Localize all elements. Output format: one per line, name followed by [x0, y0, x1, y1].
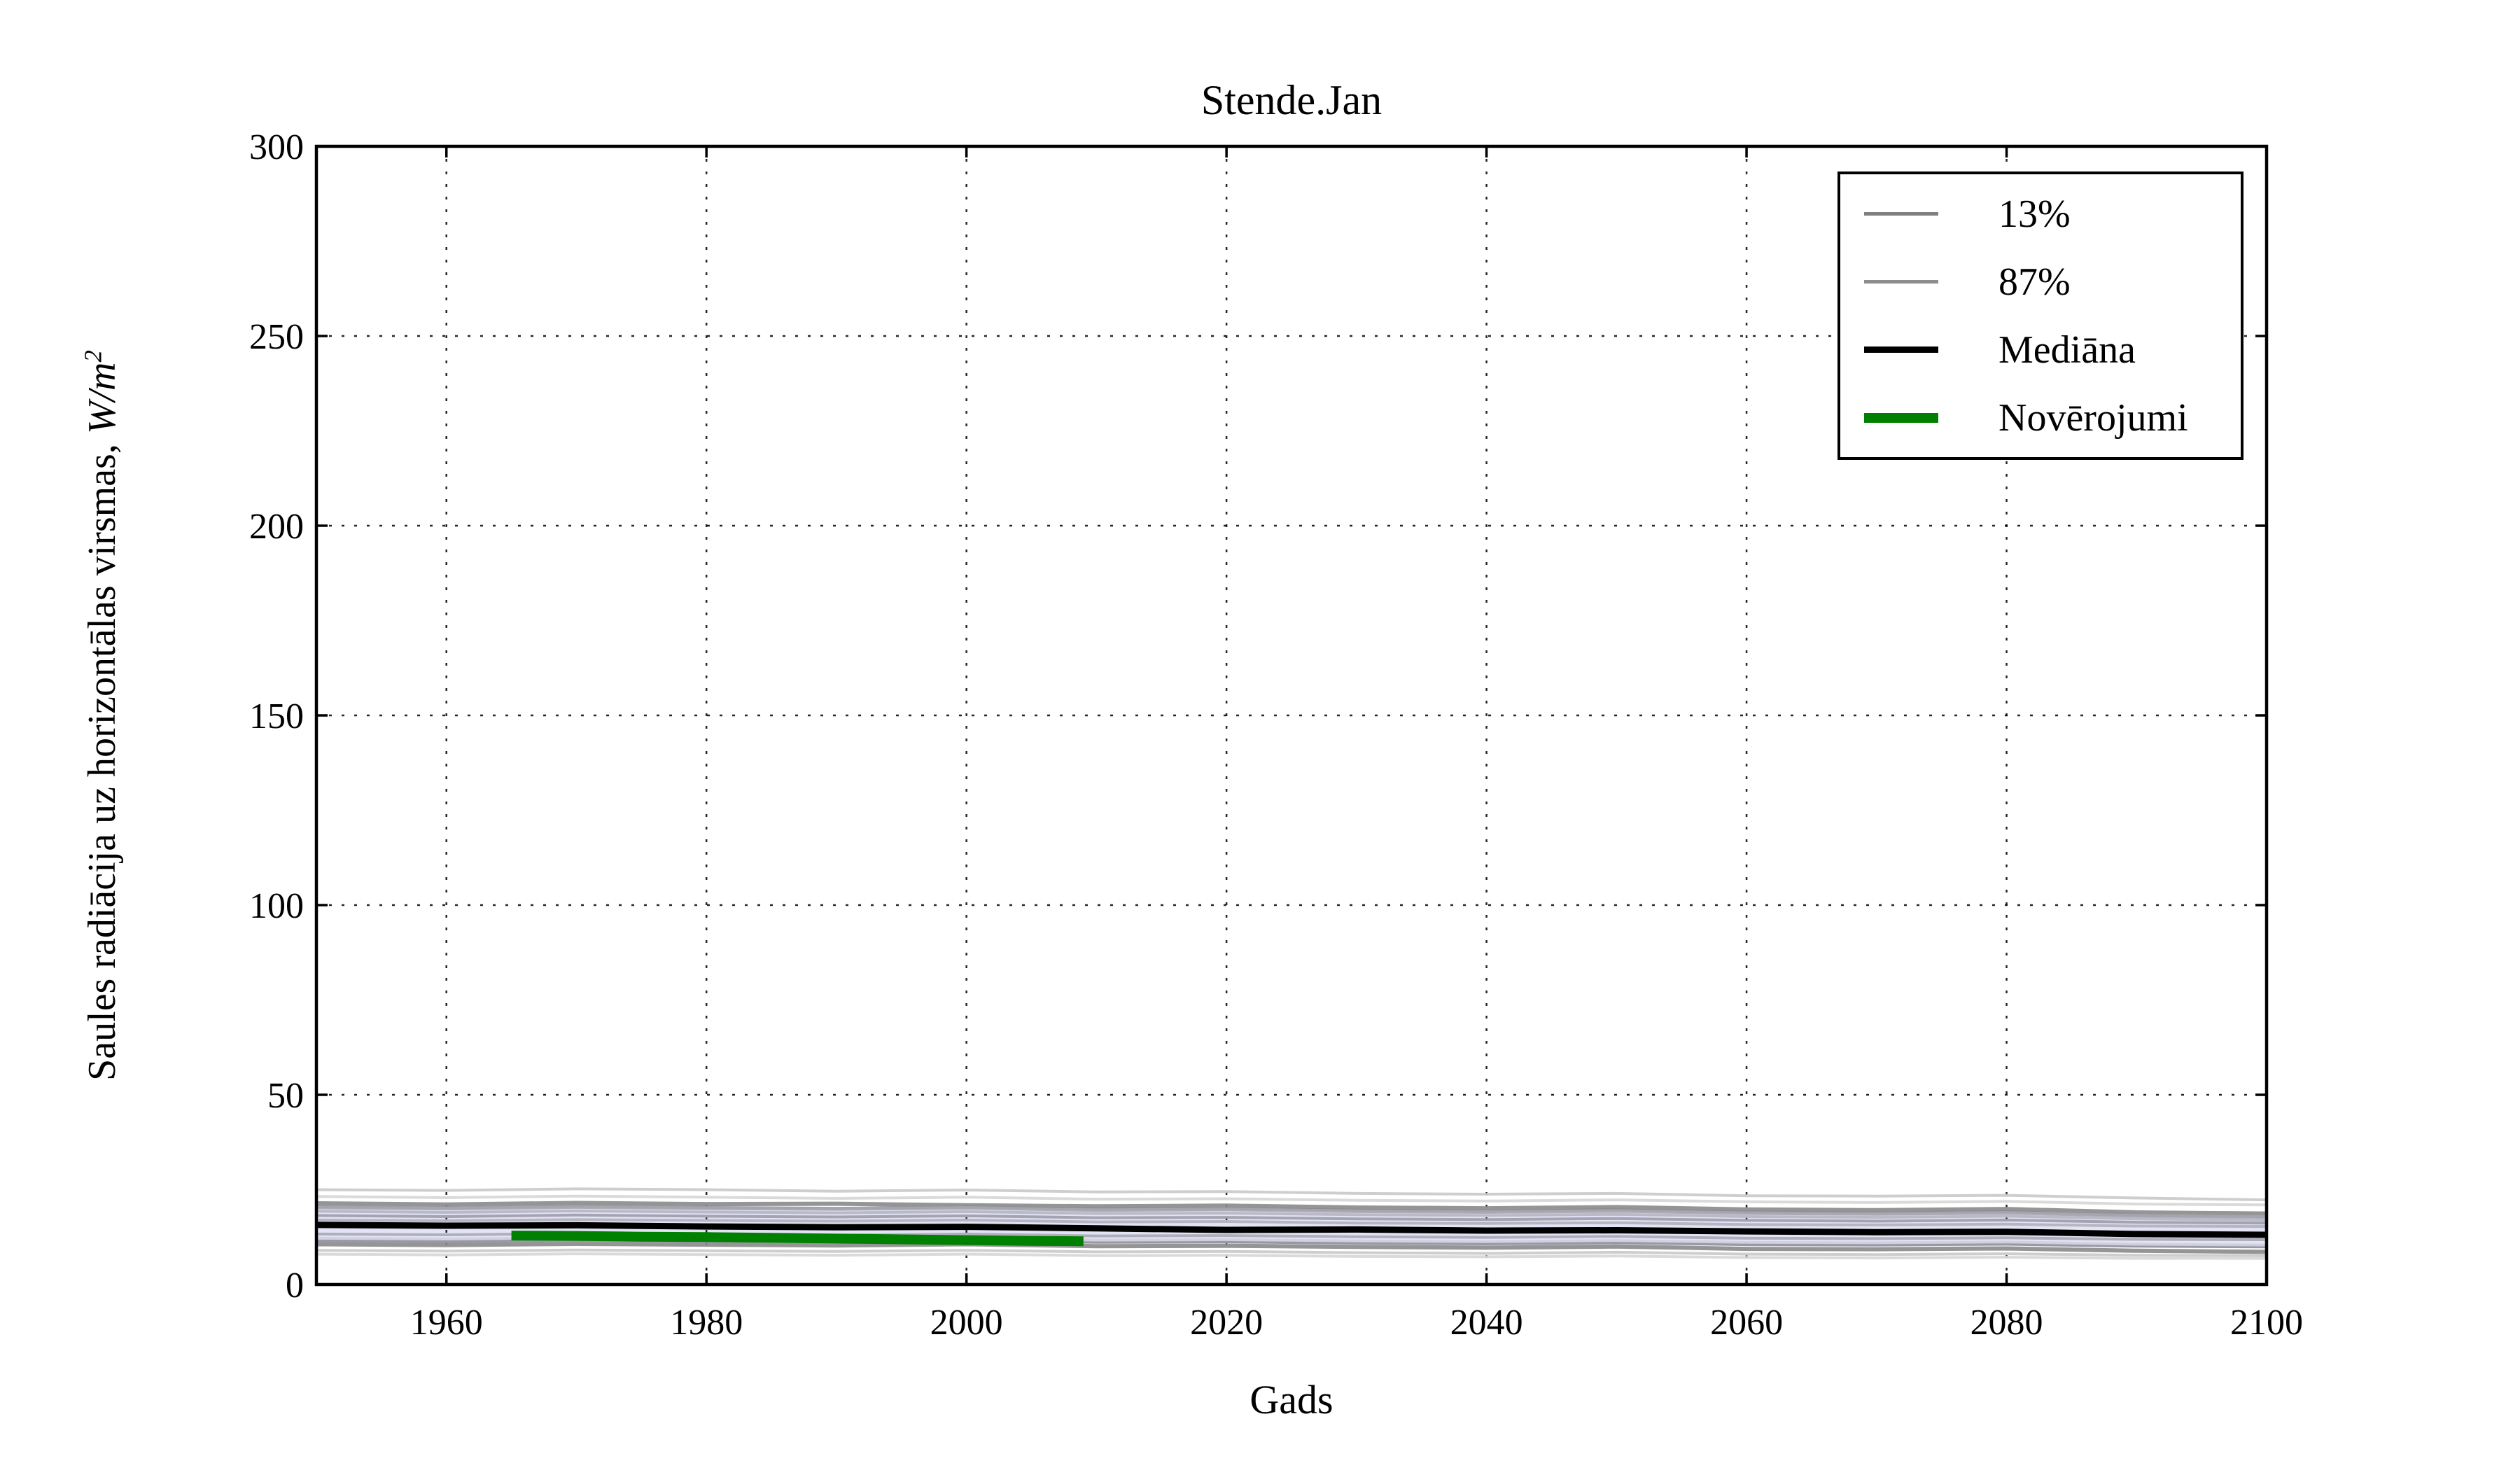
x-tick-label: 1980 — [670, 1303, 743, 1343]
y-tick-label: 50 — [267, 1076, 304, 1116]
series-ensemble-3 — [316, 1200, 2267, 1216]
x-tick-label: 2040 — [1450, 1303, 1523, 1343]
legend-row-13pct: 13% — [1864, 195, 2241, 234]
x-tick-label: 1960 — [410, 1303, 483, 1343]
legend-key-13pct-line — [1864, 212, 1938, 216]
series-ensemble-4 — [316, 1205, 2267, 1219]
series-ensemble-5 — [316, 1209, 2267, 1222]
chart-title: Stende.Jan — [1200, 77, 1382, 123]
y-tick-label: 250 — [249, 317, 304, 357]
y-tick-label: 0 — [286, 1266, 304, 1306]
legend-row-mediana: Mediāna — [1864, 330, 2241, 370]
series-ensemble-10 — [316, 1242, 2267, 1254]
y-axis-label: Saules radiācija uz horizontālas virsmas… — [79, 350, 124, 1081]
x-tick-label: 2080 — [1970, 1303, 2043, 1343]
series-ensemble-12 — [316, 1252, 2267, 1260]
legend: 13% 87% Mediāna Novērojumi — [1837, 172, 2244, 460]
series-noverojumi — [511, 1231, 1084, 1247]
series-ensemble-6 — [316, 1213, 2267, 1225]
legend-key-87pct-line — [1864, 280, 1938, 284]
legend-label-13pct: 13% — [1998, 192, 2071, 236]
plot-border — [314, 144, 2269, 1287]
y-axis-label-text: Saules radiācija uz horizontālas virsmas… — [80, 434, 124, 1081]
x-tick-label: 2060 — [1710, 1303, 1783, 1343]
y-axis-label-units: W/m2 — [79, 350, 124, 435]
legend-key-mediana-line — [1864, 346, 1938, 353]
x-tick-label: 2020 — [1190, 1303, 1263, 1343]
legend-label-noverojumi: Novērojumi — [1998, 396, 2188, 440]
series-ensemble-7 — [316, 1218, 2267, 1228]
legend-row-87pct: 87% — [1864, 262, 2241, 302]
x-tick-label: 2100 — [2230, 1303, 2303, 1343]
y-tick-label: 300 — [249, 127, 304, 167]
legend-label-mediana: Mediāna — [1998, 328, 2136, 372]
y-tick-label: 150 — [249, 696, 304, 736]
y-tick-label: 100 — [249, 886, 304, 926]
x-axis-label: Gads — [1250, 1377, 1334, 1422]
legend-row-noverojumi: Novērojumi — [1864, 398, 2241, 438]
legend-label-87pct: 87% — [1998, 260, 2071, 304]
series-ensemble-1 — [316, 1187, 2267, 1202]
series-ensemble-11 — [316, 1248, 2267, 1257]
x-tick-label: 2000 — [930, 1303, 1003, 1343]
y-tick-label: 200 — [249, 507, 304, 547]
series-ensemble-2 — [316, 1194, 2267, 1207]
legend-key-noverojumi-line — [1864, 412, 1938, 423]
series-mediana — [316, 1222, 2267, 1238]
